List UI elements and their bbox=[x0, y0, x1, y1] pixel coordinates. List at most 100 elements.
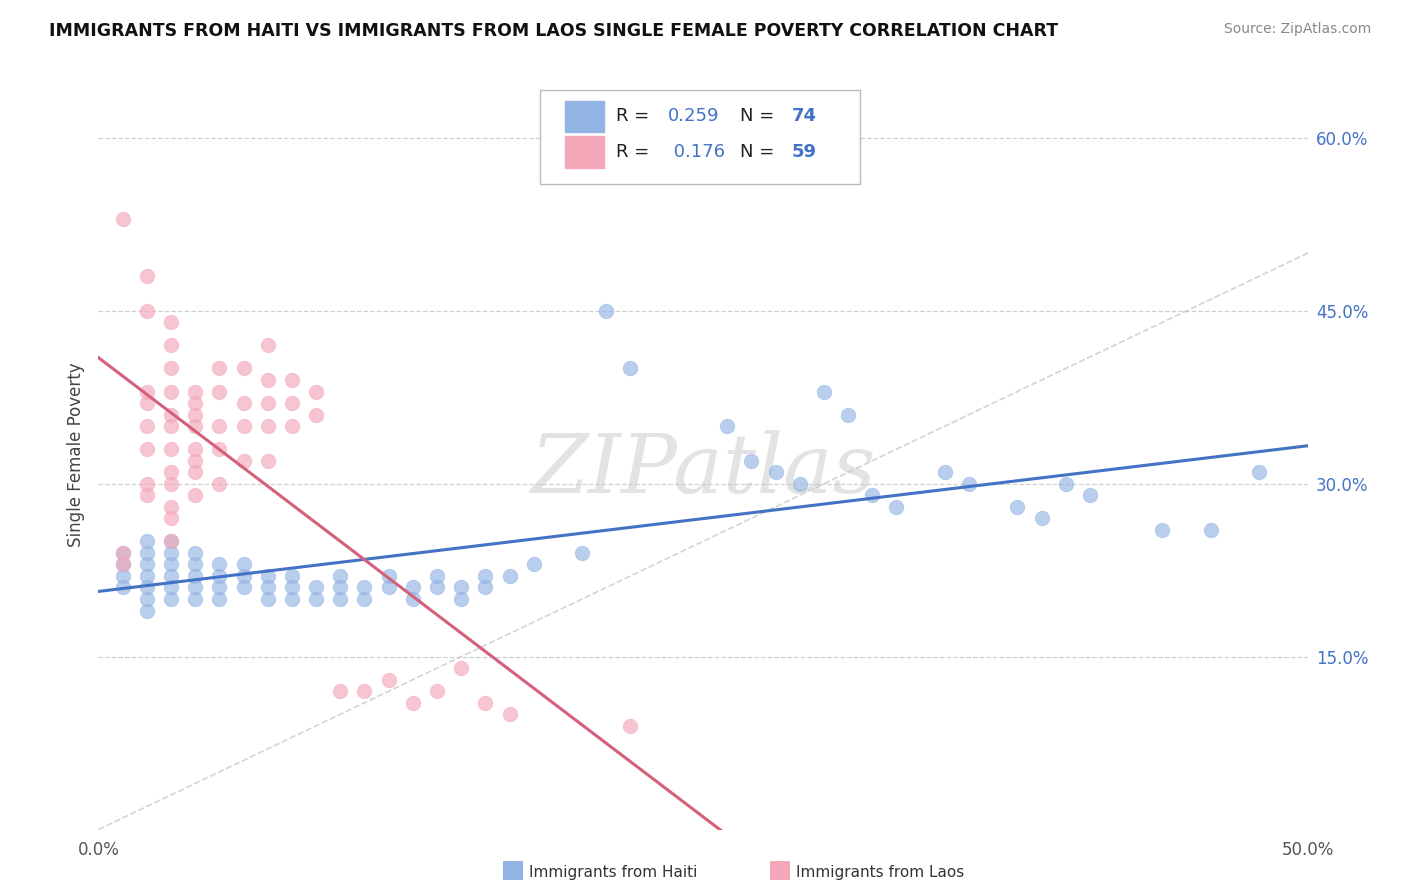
Point bbox=[619, 361, 641, 376]
Point bbox=[184, 384, 207, 399]
Text: 0.259: 0.259 bbox=[668, 107, 720, 125]
Point bbox=[353, 592, 375, 607]
Point bbox=[160, 546, 183, 560]
Point bbox=[474, 569, 496, 583]
Point bbox=[111, 211, 134, 226]
Point bbox=[1054, 476, 1077, 491]
Point bbox=[377, 673, 399, 687]
Point bbox=[256, 373, 278, 387]
Point bbox=[160, 581, 183, 595]
Point bbox=[135, 384, 157, 399]
Point bbox=[474, 696, 496, 710]
Point bbox=[160, 500, 183, 514]
Text: R =: R = bbox=[616, 107, 655, 125]
Point bbox=[160, 419, 183, 434]
Point bbox=[111, 546, 134, 560]
Point bbox=[232, 361, 254, 376]
Point bbox=[208, 569, 231, 583]
Point bbox=[426, 581, 449, 595]
Point bbox=[135, 476, 157, 491]
Point bbox=[256, 396, 278, 410]
Point bbox=[353, 581, 375, 595]
Point bbox=[353, 684, 375, 698]
Point bbox=[208, 592, 231, 607]
Point bbox=[160, 384, 183, 399]
Point bbox=[135, 592, 157, 607]
Text: IMMIGRANTS FROM HAITI VS IMMIGRANTS FROM LAOS SINGLE FEMALE POVERTY CORRELATION : IMMIGRANTS FROM HAITI VS IMMIGRANTS FROM… bbox=[49, 22, 1059, 40]
Point bbox=[160, 315, 183, 329]
Point bbox=[498, 569, 520, 583]
Point bbox=[232, 569, 254, 583]
Point bbox=[135, 488, 157, 502]
Point bbox=[160, 569, 183, 583]
Point bbox=[256, 338, 278, 352]
Point bbox=[208, 384, 231, 399]
Point bbox=[184, 581, 207, 595]
Point bbox=[160, 534, 183, 549]
Point bbox=[135, 303, 157, 318]
Point bbox=[160, 442, 183, 457]
Point bbox=[523, 558, 546, 572]
Point bbox=[860, 488, 883, 502]
Point bbox=[184, 419, 207, 434]
Point bbox=[208, 361, 231, 376]
Point bbox=[402, 581, 425, 595]
FancyBboxPatch shape bbox=[565, 101, 603, 132]
Text: 0.176: 0.176 bbox=[668, 144, 725, 161]
Point bbox=[281, 419, 304, 434]
Point bbox=[305, 592, 328, 607]
Point bbox=[1199, 523, 1222, 537]
Point bbox=[474, 581, 496, 595]
Point bbox=[256, 419, 278, 434]
Point bbox=[135, 534, 157, 549]
Point bbox=[256, 581, 278, 595]
Text: Source: ZipAtlas.com: Source: ZipAtlas.com bbox=[1223, 22, 1371, 37]
Point bbox=[886, 500, 908, 514]
Text: 74: 74 bbox=[792, 107, 817, 125]
Point bbox=[765, 465, 787, 479]
Point bbox=[256, 453, 278, 467]
Point bbox=[160, 558, 183, 572]
Point bbox=[789, 476, 811, 491]
Point bbox=[135, 419, 157, 434]
Point bbox=[450, 661, 472, 675]
Point bbox=[184, 569, 207, 583]
Point bbox=[160, 592, 183, 607]
Point bbox=[184, 408, 207, 422]
Point bbox=[281, 592, 304, 607]
Point bbox=[135, 569, 157, 583]
Point bbox=[402, 696, 425, 710]
Point bbox=[256, 569, 278, 583]
Point bbox=[957, 476, 980, 491]
Point bbox=[1031, 511, 1053, 525]
Point bbox=[305, 384, 328, 399]
Point bbox=[1249, 465, 1271, 479]
Point bbox=[184, 488, 207, 502]
Point bbox=[135, 396, 157, 410]
Point bbox=[135, 581, 157, 595]
Point bbox=[1007, 500, 1029, 514]
Point bbox=[111, 581, 134, 595]
Point bbox=[281, 581, 304, 595]
Point bbox=[1152, 523, 1174, 537]
FancyBboxPatch shape bbox=[540, 90, 860, 184]
Text: ZIPatlas: ZIPatlas bbox=[530, 430, 876, 510]
Point bbox=[208, 419, 231, 434]
Point bbox=[135, 269, 157, 284]
Point bbox=[160, 361, 183, 376]
Point bbox=[232, 581, 254, 595]
Point bbox=[813, 384, 835, 399]
Point bbox=[184, 546, 207, 560]
Point bbox=[498, 707, 520, 722]
Point bbox=[184, 396, 207, 410]
Text: N =: N = bbox=[741, 107, 780, 125]
Point bbox=[160, 476, 183, 491]
Point bbox=[305, 581, 328, 595]
Point bbox=[135, 546, 157, 560]
Point bbox=[329, 581, 352, 595]
Point bbox=[934, 465, 956, 479]
Point bbox=[232, 419, 254, 434]
Point bbox=[111, 569, 134, 583]
Point bbox=[184, 442, 207, 457]
Text: Immigrants from Haiti: Immigrants from Haiti bbox=[529, 865, 697, 880]
